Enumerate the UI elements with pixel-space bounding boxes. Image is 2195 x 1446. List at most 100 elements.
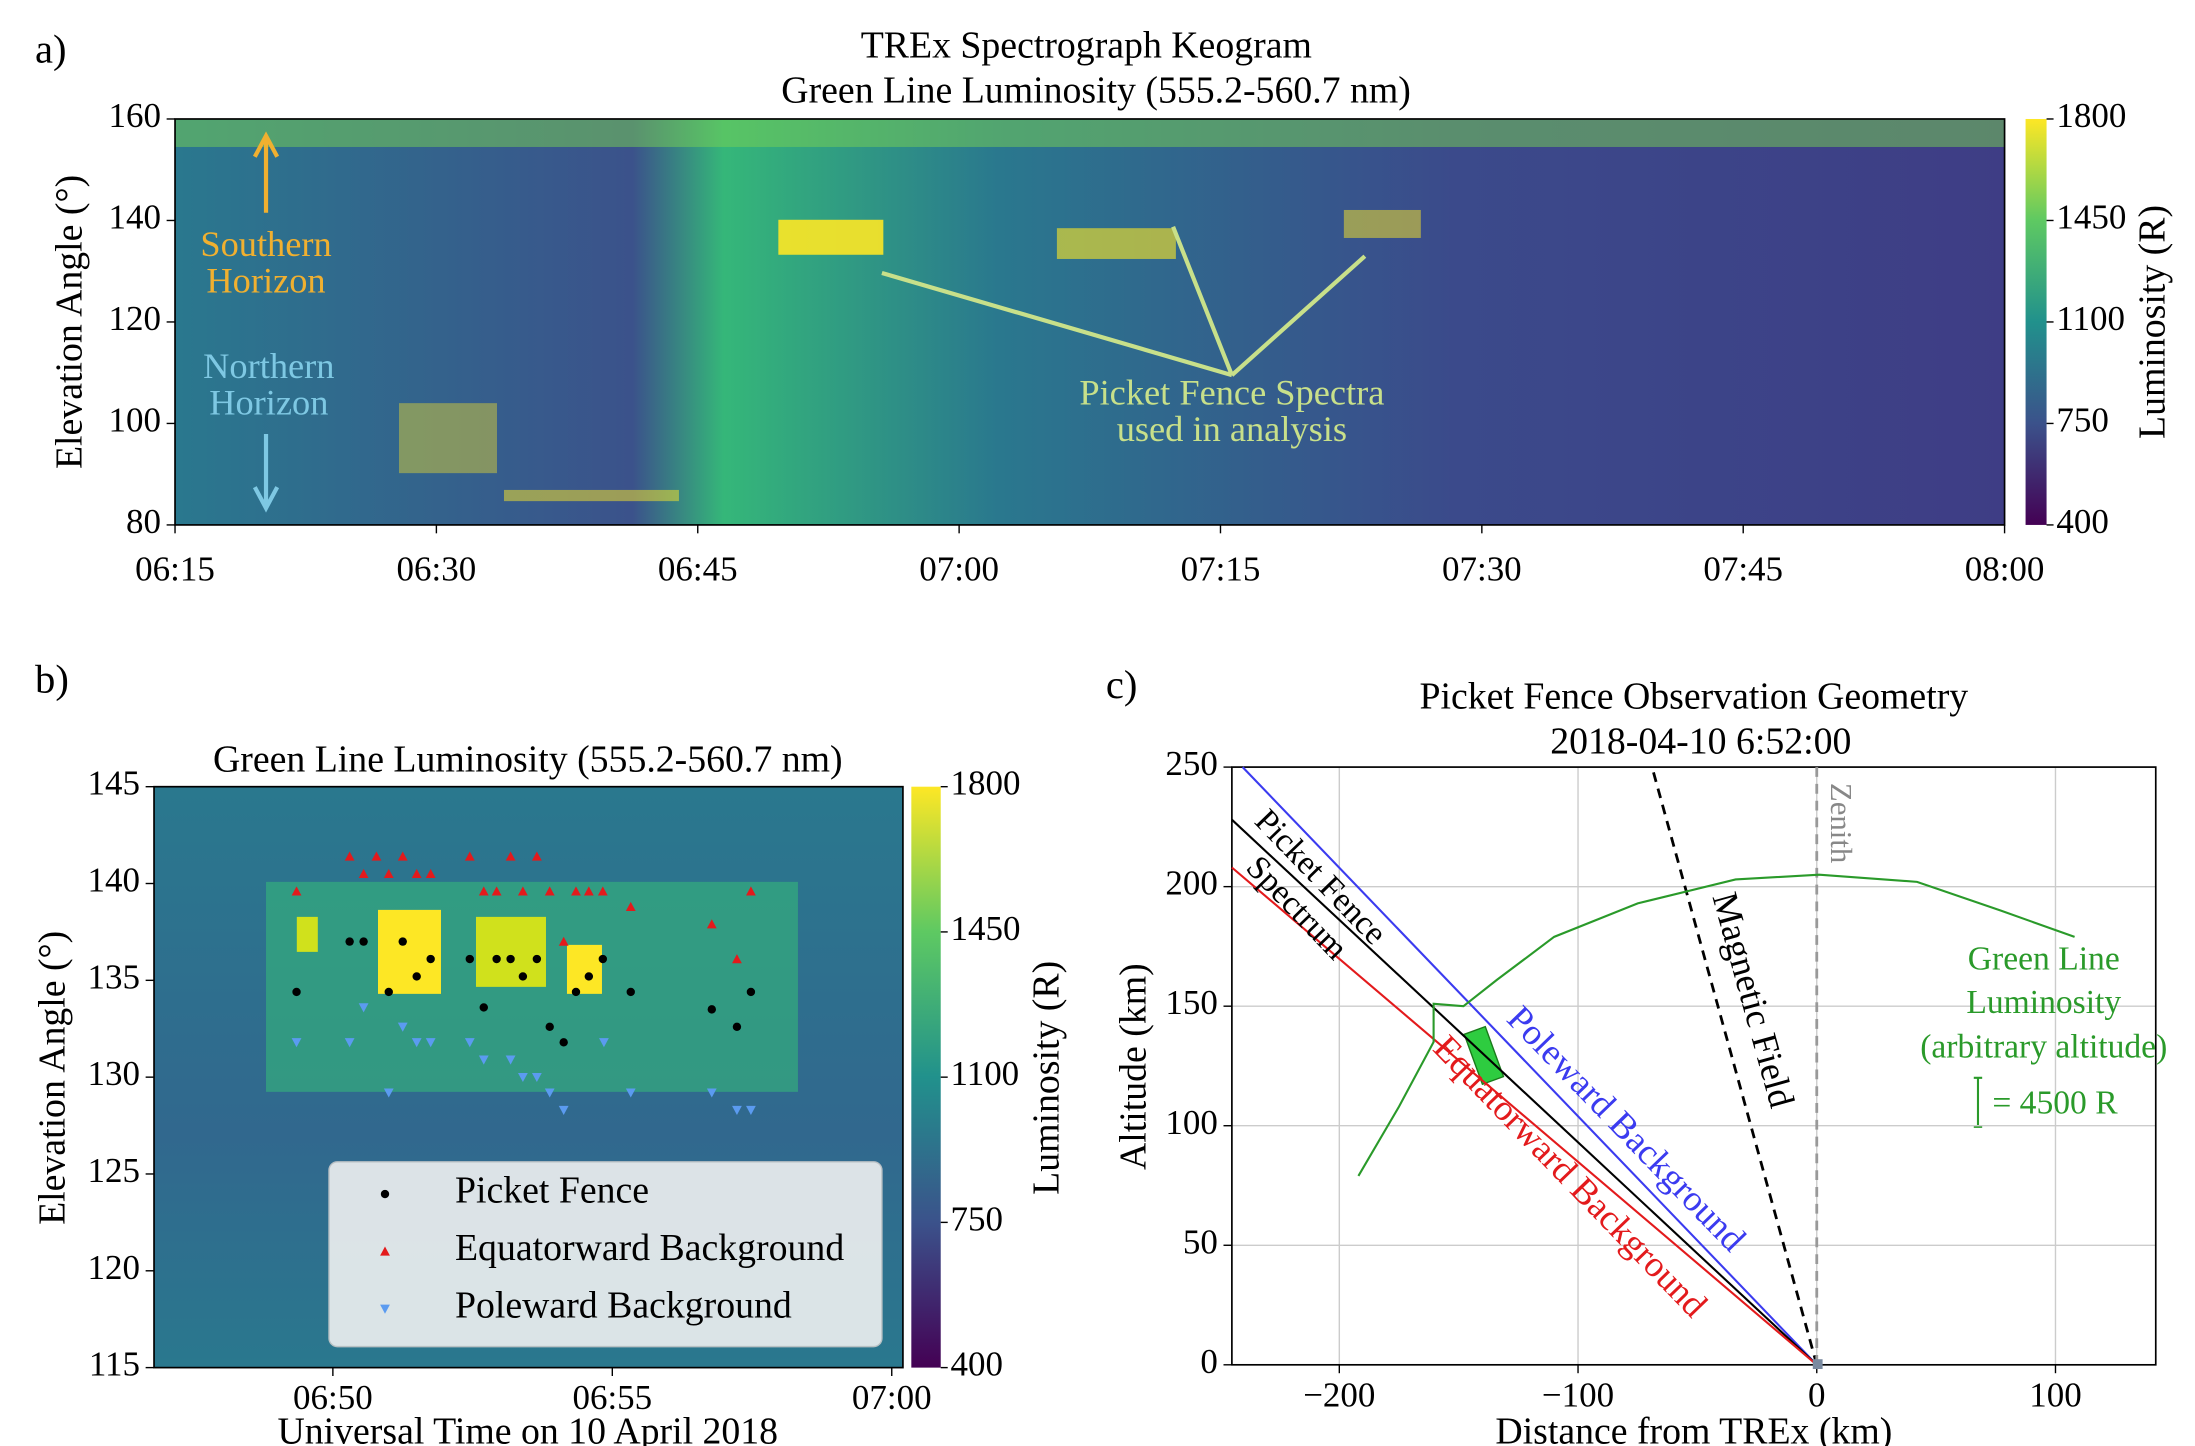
y-tick-label: 125 [88, 1151, 140, 1190]
legend-label: Picket Fence [455, 1170, 649, 1212]
colorbar [911, 786, 941, 1368]
point [412, 972, 421, 981]
legend-label: Poleward Background [455, 1284, 792, 1326]
point [397, 851, 408, 861]
y-tick-label: 120 [88, 1248, 140, 1287]
point [492, 954, 501, 964]
point [545, 1022, 554, 1032]
point [383, 1088, 394, 1098]
y-tick-label: 150 [1165, 983, 1217, 1022]
heatmap-image [175, 118, 2005, 525]
panel-label: c) [1106, 662, 1138, 707]
x-tick-label: 06:50 [293, 1378, 373, 1417]
point [571, 987, 581, 997]
y-axis-label: Luminosity (R) [2131, 205, 2173, 439]
point [732, 1105, 742, 1115]
point [746, 1105, 756, 1115]
point [558, 936, 569, 946]
point [706, 919, 717, 929]
colorbar-tick-label: 750 [951, 1199, 1003, 1238]
x-tick-label: 100 [2029, 1375, 2081, 1414]
point [371, 851, 382, 861]
point [517, 1072, 528, 1083]
scale-bar [1973, 1076, 1983, 1128]
chart-subtitle: 2018-04-10 6:52:00 [1550, 720, 1851, 762]
point [584, 972, 594, 981]
point [464, 1038, 475, 1048]
point [746, 886, 756, 896]
point [345, 937, 354, 946]
point [558, 1105, 569, 1115]
y-tick-label: 130 [88, 1054, 140, 1093]
legend-box [328, 1161, 883, 1348]
colorbar-tick-label: 1800 [951, 764, 1021, 803]
y-tick-label: 115 [89, 1345, 140, 1384]
point [517, 886, 528, 896]
plot-frame [1231, 766, 2157, 1366]
point [358, 868, 369, 879]
point [626, 987, 635, 997]
series-line [1231, 818, 1818, 1366]
x-tick-label: −100 [1542, 1375, 1614, 1414]
colorbar-tick-label: 1800 [2056, 96, 2126, 135]
colorbar-tick-label: 1450 [951, 909, 1021, 948]
x-tick-label: 08:00 [1965, 550, 2045, 589]
point [559, 1038, 568, 1047]
point [599, 1038, 609, 1048]
x-tick-label: 06:30 [397, 550, 477, 589]
point [380, 1304, 390, 1314]
chart-title: Green Line Luminosity (555.2-560.7 nm) [213, 739, 843, 781]
x-tick-label: −200 [1303, 1375, 1375, 1414]
colorbar-tick-label: 400 [951, 1345, 1003, 1384]
x-tick-label: 07:45 [1703, 550, 1783, 589]
chart-subtitle: Green Line Luminosity (555.2-560.7 nm) [781, 69, 1411, 111]
chart-title: Picket Fence Observation Geometry [1419, 676, 1968, 718]
colorbar-tick-label: 1450 [2056, 198, 2126, 237]
x-tick-label: 07:15 [1181, 550, 1261, 589]
heatmap-streaks [398, 209, 1421, 502]
point [544, 1088, 555, 1098]
annotation: Magnetic Field [1704, 888, 1802, 1112]
x-tick-label: 07:00 [852, 1378, 932, 1417]
point [464, 851, 475, 861]
point [531, 851, 542, 861]
x-axis-label: Distance from TREx (km) [1495, 1410, 1892, 1446]
x-tick-label: 07:00 [919, 550, 999, 589]
panel-label: a) [35, 27, 67, 72]
y-tick-label: 140 [88, 861, 140, 900]
y-tick-label: 100 [109, 400, 161, 439]
y-tick-label: 0 [1200, 1342, 1218, 1381]
annotation: Horizon [206, 261, 325, 301]
point [746, 987, 756, 997]
point [707, 1005, 716, 1014]
legend-label: Equatorward Background [455, 1227, 844, 1269]
annotation: Luminosity [1966, 984, 2121, 1021]
annotation: Picket Fence Spectra [1079, 372, 1384, 412]
series-line [1650, 766, 1819, 1366]
point [380, 1246, 390, 1256]
point [732, 1022, 742, 1032]
annotation: Green Line [1968, 940, 2120, 977]
point [491, 886, 502, 896]
annotation: Southern [200, 224, 331, 264]
annotation: used in analysis [1117, 409, 1347, 449]
y-tick-label: 120 [109, 299, 161, 338]
series-line [1241, 766, 1818, 1366]
point [397, 1022, 408, 1032]
point [506, 954, 515, 964]
point [544, 886, 555, 896]
y-tick-label: 50 [1183, 1222, 1218, 1261]
point [625, 901, 636, 911]
point [411, 868, 422, 879]
point [505, 851, 516, 861]
heatmap-cells [266, 881, 798, 1092]
annotation: Horizon [209, 382, 328, 422]
annotation: Zenith [1824, 783, 1858, 863]
y-tick-label: 200 [1165, 864, 1217, 903]
y-tick-label: 160 [109, 96, 161, 135]
point [292, 987, 301, 997]
colorbar-tick-label: 1100 [2056, 299, 2125, 338]
point [583, 886, 594, 896]
colorbar-tick-label: 1100 [951, 1054, 1020, 1093]
